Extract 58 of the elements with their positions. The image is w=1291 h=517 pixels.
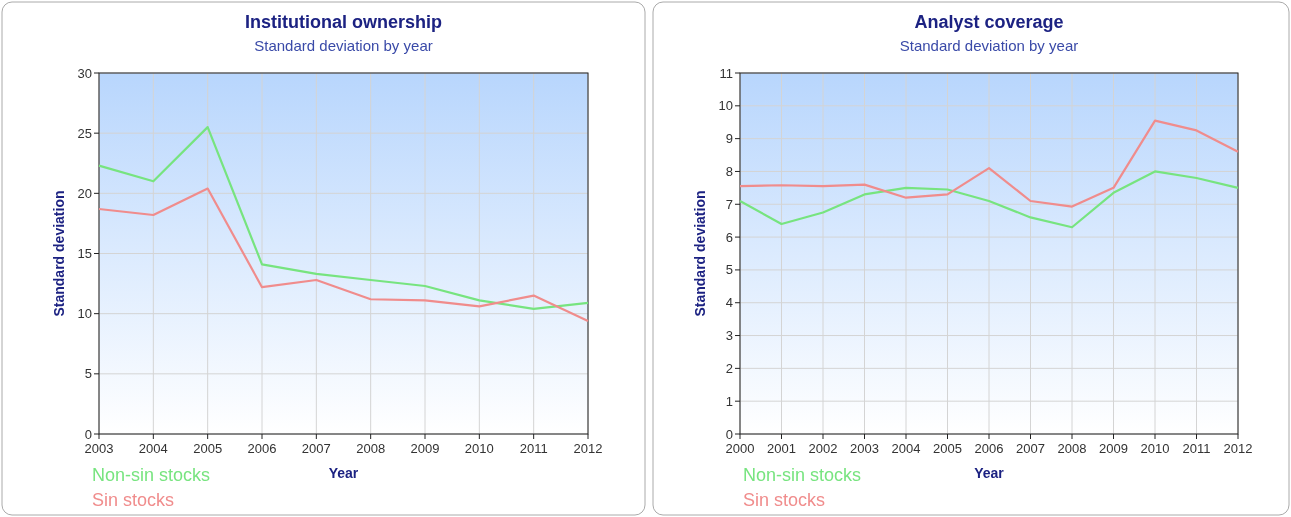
y-tick-label: 10 bbox=[77, 306, 92, 322]
y-tick-label: 7 bbox=[725, 196, 733, 212]
y-axis-title: Standard deviation bbox=[692, 190, 708, 317]
x-tick-label: 2007 bbox=[301, 441, 331, 456]
y-tick-label: 30 bbox=[77, 65, 92, 81]
line-series bbox=[738, 170, 1240, 229]
y-tick-label: 5 bbox=[84, 366, 92, 382]
x-tick-label: 2003 bbox=[850, 441, 879, 456]
y-tick-label: 0 bbox=[725, 426, 733, 442]
x-tick-label: 2003 bbox=[84, 441, 114, 456]
y-tick-label: 10 bbox=[718, 98, 733, 114]
y-tick-label: 25 bbox=[77, 125, 92, 141]
y-tick-label: 1 bbox=[725, 393, 733, 409]
text: Sin stocks bbox=[92, 490, 175, 510]
line-series bbox=[97, 187, 590, 322]
text: Non-sin stocks bbox=[92, 465, 211, 485]
line-series bbox=[97, 126, 590, 310]
x-tick-label: 2009 bbox=[410, 441, 440, 456]
x-tick-label: 2012 bbox=[1223, 441, 1253, 456]
x-tick-label: 2006 bbox=[247, 441, 277, 456]
x-tick-label: 2002 bbox=[808, 441, 838, 456]
x-axis-title: Year bbox=[974, 465, 1005, 481]
chart-subtitle: Standard deviation by year bbox=[254, 37, 433, 54]
x-tick-label: 2000 bbox=[725, 441, 755, 456]
x-tick-label: 2007 bbox=[1016, 441, 1045, 456]
x-tick-label: 2008 bbox=[356, 441, 386, 456]
x-tick-label: 2005 bbox=[193, 441, 223, 456]
x-tick-label: 2010 bbox=[1140, 441, 1170, 456]
y-tick-label: 20 bbox=[77, 185, 92, 201]
x-tick-label: 2001 bbox=[767, 441, 796, 456]
y-tick-label: 0 bbox=[84, 426, 92, 442]
x-tick-label: 2004 bbox=[891, 441, 921, 456]
line-series bbox=[738, 119, 1240, 208]
x-tick-label: 2010 bbox=[464, 441, 494, 456]
x-tick-label: 2005 bbox=[933, 441, 962, 456]
chart-title: Institutional ownership bbox=[245, 12, 442, 32]
y-axis-title: Standard deviation bbox=[51, 190, 67, 317]
x-tick-label: 2011 bbox=[1182, 441, 1211, 456]
y-tick-label: 11 bbox=[719, 65, 733, 81]
chart-title: Analyst coverage bbox=[914, 12, 1064, 32]
x-tick-label: 2011 bbox=[519, 441, 548, 456]
y-tick-label: 15 bbox=[77, 246, 92, 261]
x-axis-title: Year bbox=[328, 465, 359, 481]
x-tick-label: 2004 bbox=[138, 441, 168, 456]
chart-subtitle: Standard deviation by year bbox=[899, 37, 1079, 54]
x-tick-label: 2006 bbox=[974, 441, 1004, 456]
y-tick-label: 2 bbox=[725, 360, 733, 376]
text: Non-sin stocks bbox=[743, 465, 862, 485]
y-tick-label: 4 bbox=[725, 295, 733, 311]
x-tick-label: 2009 bbox=[1099, 441, 1128, 456]
y-tick-label: 3 bbox=[725, 328, 733, 344]
x-tick-label: 2008 bbox=[1057, 441, 1087, 456]
y-tick-label: 9 bbox=[725, 131, 733, 147]
y-tick-label: 6 bbox=[725, 229, 733, 245]
y-tick-label: 5 bbox=[725, 262, 733, 278]
text: Sin stocks bbox=[743, 490, 826, 510]
x-tick-label: 2012 bbox=[573, 441, 603, 456]
y-tick-label: 8 bbox=[725, 163, 733, 179]
